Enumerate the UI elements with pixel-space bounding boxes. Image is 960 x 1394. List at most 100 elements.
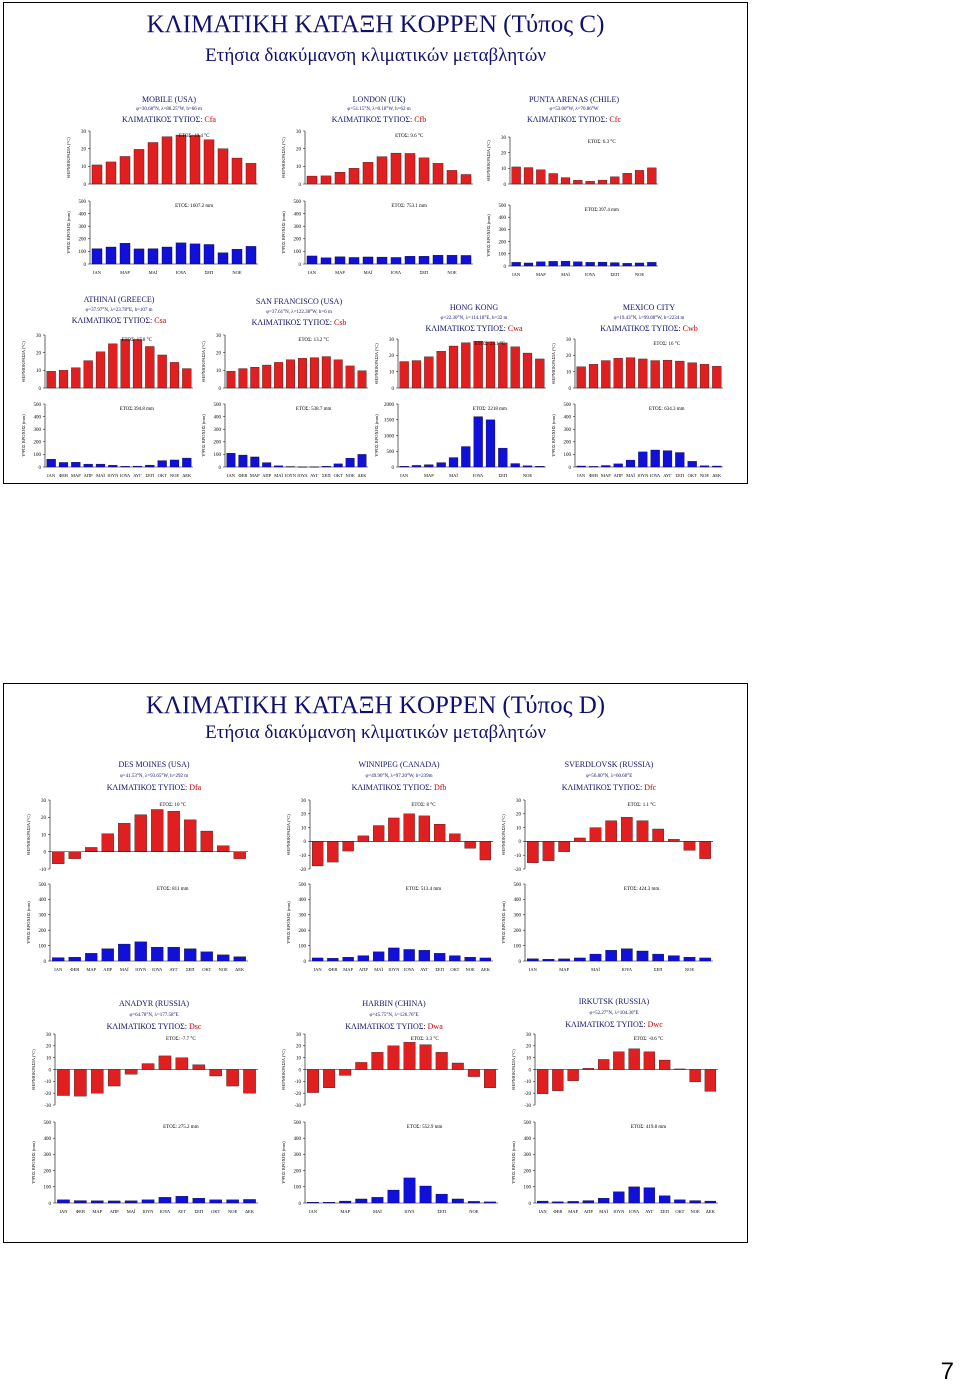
y-tick-label: 2000 bbox=[384, 403, 395, 408]
y-axis-label: ΥΨΟΣ ΒΡΟΧΗΣ (mm) bbox=[21, 414, 26, 457]
bar bbox=[542, 959, 555, 962]
bar bbox=[124, 1069, 138, 1075]
bar bbox=[226, 1069, 239, 1087]
x-tick-label: ΝΟΕ bbox=[700, 473, 709, 478]
bar bbox=[622, 263, 632, 267]
bar bbox=[243, 1199, 256, 1204]
annual-value-label: ΕΤΟΣ: 419.8 mm bbox=[631, 1125, 667, 1130]
chart-des-moines-temperature: ΘΕΡΜΟΚΡΑΣΙΑ (°C) -10 0 10 20 30 ΕΤΟΣ: 10 °C bbox=[26, 799, 248, 873]
station-name: MOBILE (USA) bbox=[142, 95, 196, 104]
y-axis-label: ΘΕΡΜΟΚΡΑΣΙΑ (°C) bbox=[551, 343, 556, 384]
chart-harbin-precipitation: ΥΨΟΣ ΒΡΟΧΗΣ (mm) 0 100 200 300 400 500 ΙΑΝ ΜΑΡ ΜΑ… bbox=[281, 1121, 498, 1214]
bar bbox=[158, 1055, 172, 1070]
bar bbox=[588, 364, 599, 389]
bar bbox=[712, 465, 722, 468]
bar bbox=[348, 257, 360, 265]
y-tick-label: 0 bbox=[529, 1202, 532, 1207]
bar bbox=[613, 1191, 625, 1204]
y-axis-label: ΥΨΟΣ ΒΡΟΧΗΣ (mm) bbox=[201, 414, 206, 457]
y-tick-label: 0 bbox=[392, 466, 395, 471]
x-tick-label: ΜΑΪ bbox=[561, 272, 570, 277]
x-tick-label: ΙΟΥΝ bbox=[107, 473, 119, 478]
x-tick-label: ΔΕΚ bbox=[235, 967, 245, 972]
bar bbox=[638, 358, 648, 389]
bar bbox=[403, 1042, 416, 1070]
station-name: IRKUTSK (RUSSIA) bbox=[578, 997, 650, 1006]
koppen-c-slide: ΚΛΙΜΑΤΙΚΗ ΚΑΤΑΞΗ KOPPEN (Τύπος C) Ετήσια… bbox=[3, 2, 748, 484]
y-tick-label: 100 bbox=[44, 1186, 52, 1191]
bar bbox=[108, 465, 118, 468]
y-tick-label: 20 bbox=[526, 1045, 532, 1050]
bar bbox=[157, 354, 167, 389]
bar bbox=[74, 1069, 87, 1097]
x-tick-label: ΝΟΕ bbox=[170, 473, 179, 478]
station-climate-type: ΚΛΙΜΑΤΙΚΟΣ ΤΥΠΟΣ: Cfb bbox=[331, 115, 427, 124]
x-tick-label: ΙΑΝ bbox=[512, 272, 521, 277]
bar bbox=[151, 946, 164, 962]
bar bbox=[582, 1200, 595, 1204]
x-tick-label: ΔΕΚ bbox=[706, 1209, 716, 1214]
bar bbox=[643, 1051, 656, 1070]
bar bbox=[376, 256, 388, 265]
x-tick-label: ΟΚΤ bbox=[158, 473, 167, 478]
bar bbox=[399, 466, 409, 468]
annual-value-label: ΕΤΟΣ: 513.4 mm bbox=[406, 887, 442, 892]
bar bbox=[558, 958, 570, 962]
bar bbox=[634, 170, 645, 185]
bar bbox=[91, 1069, 104, 1094]
bar bbox=[233, 851, 246, 859]
y-axis-label: ΥΨΟΣ ΒΡΟΧΗΣ (mm) bbox=[551, 414, 556, 457]
chart-harbin-temperature: ΘΕΡΜΟΚΡΑΣΙΑ (°C) -30 -20 -10 0 10 20 30 ΕΤΟΣ: 3.… bbox=[281, 1033, 498, 1109]
bar bbox=[307, 1069, 319, 1093]
x-tick-label: ΙΟΥΛ bbox=[629, 1209, 640, 1214]
bar bbox=[610, 262, 620, 267]
station-coords: φ=56.80°N, λ=60.60°E bbox=[585, 774, 633, 779]
y-tick-label: 0 bbox=[219, 387, 222, 392]
bar bbox=[582, 1068, 595, 1070]
bar bbox=[699, 841, 711, 859]
bar bbox=[250, 367, 260, 389]
bar bbox=[597, 261, 608, 267]
x-tick-label: ΙΟΥΛ bbox=[473, 473, 484, 478]
climate-class: Cfb bbox=[414, 115, 427, 124]
x-tick-label: ΔΕΚ bbox=[358, 473, 368, 478]
y-tick-label: 30 bbox=[389, 338, 395, 343]
chart-punta-arenas-precipitation: ΥΨΟΣ ΒΡΟΧΗΣ (mm) 0 100 200 300 400 500 ΙΑΝ ΜΑΡ ΜΑ… bbox=[486, 204, 658, 277]
y-tick-label: 500 bbox=[79, 200, 87, 205]
bar bbox=[523, 262, 534, 267]
chart-anadyr-temperature: ΘΕΡΜΟΚΡΑΣΙΑ (°C) -30 -20 -10 0 10 20 30 ΕΤΟΣ: -7… bbox=[31, 1033, 258, 1109]
bar bbox=[636, 820, 649, 842]
bar bbox=[536, 1069, 549, 1094]
bar bbox=[175, 1057, 189, 1070]
bar bbox=[231, 157, 243, 185]
y-axis-label: ΥΨΟΣ ΒΡΟΧΗΣ (mm) bbox=[501, 901, 506, 944]
x-tick-label: ΑΠΡ bbox=[614, 473, 623, 478]
bar bbox=[625, 357, 636, 389]
y-tick-label: 0 bbox=[299, 1068, 302, 1073]
x-tick-label: ΑΥΓ bbox=[178, 1209, 187, 1214]
y-tick-label: 100 bbox=[39, 944, 47, 949]
station-coords: φ=22.30°N, λ=114.18°E, h=32 m bbox=[440, 316, 508, 321]
x-tick-label: ΙΑΝ bbox=[577, 473, 586, 478]
bar bbox=[200, 830, 213, 852]
x-tick-label: ΜΑΡ bbox=[335, 270, 345, 275]
bar bbox=[57, 1069, 70, 1096]
y-tick-label: 0 bbox=[529, 1068, 532, 1073]
bar bbox=[643, 1187, 656, 1204]
bar bbox=[320, 257, 332, 265]
bar bbox=[552, 1069, 564, 1091]
bar bbox=[650, 449, 660, 468]
bar bbox=[704, 1069, 717, 1092]
y-tick-label: 200 bbox=[294, 1169, 302, 1174]
bar bbox=[120, 466, 130, 468]
bar bbox=[485, 341, 496, 389]
x-tick-label: ΣΕΠ bbox=[499, 473, 508, 478]
bar bbox=[560, 177, 571, 185]
x-tick-label: ΜΑΪ bbox=[591, 967, 600, 972]
y-tick-label: 10 bbox=[526, 1056, 532, 1061]
station-coords: φ=37.61°N, λ=122.38°W, h=6 m bbox=[266, 310, 332, 315]
bar bbox=[262, 364, 272, 389]
bar bbox=[58, 370, 69, 389]
x-tick-label: ΣΕΠ bbox=[420, 270, 429, 275]
bar bbox=[403, 1177, 416, 1204]
